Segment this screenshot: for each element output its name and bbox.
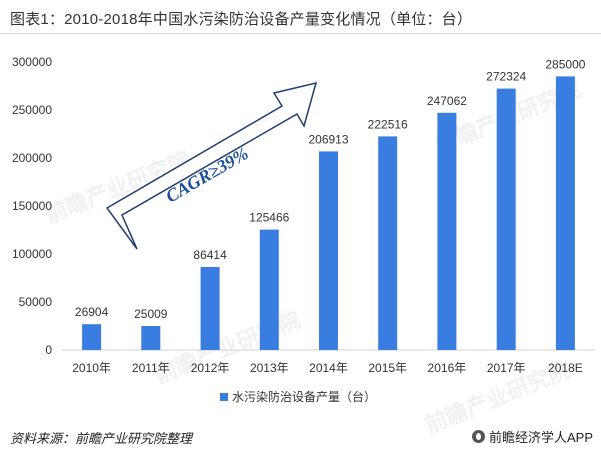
legend-swatch [220, 393, 228, 401]
data-labels: 26904 25009 86414 125466 206913 222516 247062 2… [75, 57, 586, 321]
y-tick-label: 250000 [12, 103, 52, 117]
x-tick-label: 2017年 [487, 361, 526, 375]
data-label: 272324 [486, 70, 526, 84]
x-tick-label: 2014年 [309, 361, 348, 375]
data-label: 285000 [545, 57, 585, 71]
x-tick-label: 2018E [548, 361, 583, 375]
x-axis-ticks: 2010年 2011年 2012年 2013年 2014年 2015年 2016年 2017年… [72, 361, 583, 375]
brand-credit: 前瞻经济学人APP [471, 427, 593, 446]
data-label: 26904 [75, 305, 109, 319]
bar [82, 324, 102, 350]
brand-name: 前瞻经济学人APP [488, 430, 593, 445]
x-tick-label: 2015年 [368, 361, 407, 375]
x-tick-label: 2010年 [72, 361, 111, 375]
y-tick-label: 300000 [12, 55, 52, 69]
data-label: 206913 [308, 132, 348, 146]
bar [259, 229, 279, 350]
bar-series [82, 76, 575, 351]
legend-label: 水污染防治设备产量（台） [232, 389, 376, 404]
bar [141, 326, 161, 350]
y-tick-label: 150000 [12, 199, 52, 213]
bar [437, 112, 457, 350]
chart-title: 图表1：2010-2018年中国水污染防治设备产量变化情况（单位：台） [10, 11, 473, 28]
y-tick-label: 50000 [19, 295, 53, 309]
data-label: 25009 [134, 307, 168, 321]
data-label: 125466 [249, 211, 289, 225]
title-divider [0, 33, 601, 34]
y-axis-ticks: 0 50000 100000 150000 200000 250000 300000 [12, 55, 52, 357]
brand-logo-icon [471, 430, 485, 443]
x-tick-label: 2012年 [191, 361, 230, 375]
bar [200, 267, 220, 350]
bar [378, 136, 398, 350]
y-tick-label: 0 [45, 343, 52, 357]
data-label: 222516 [368, 117, 408, 131]
legend: 水污染防治设备产量（台） [220, 389, 376, 404]
bar [555, 76, 575, 351]
x-tick-label: 2013年 [250, 361, 289, 375]
source-note: 资料来源：前瞻产业研究院整理 [10, 431, 193, 446]
cagr-arrow-shape [105, 81, 318, 250]
data-label: 86414 [193, 248, 227, 262]
x-tick-label: 2016年 [428, 361, 467, 375]
y-tick-label: 200000 [12, 151, 52, 165]
y-tick-label: 100000 [12, 247, 52, 261]
bar [319, 151, 338, 350]
x-tick-label: 2011年 [132, 361, 170, 375]
data-label: 247062 [427, 94, 467, 108]
bar [496, 88, 516, 350]
